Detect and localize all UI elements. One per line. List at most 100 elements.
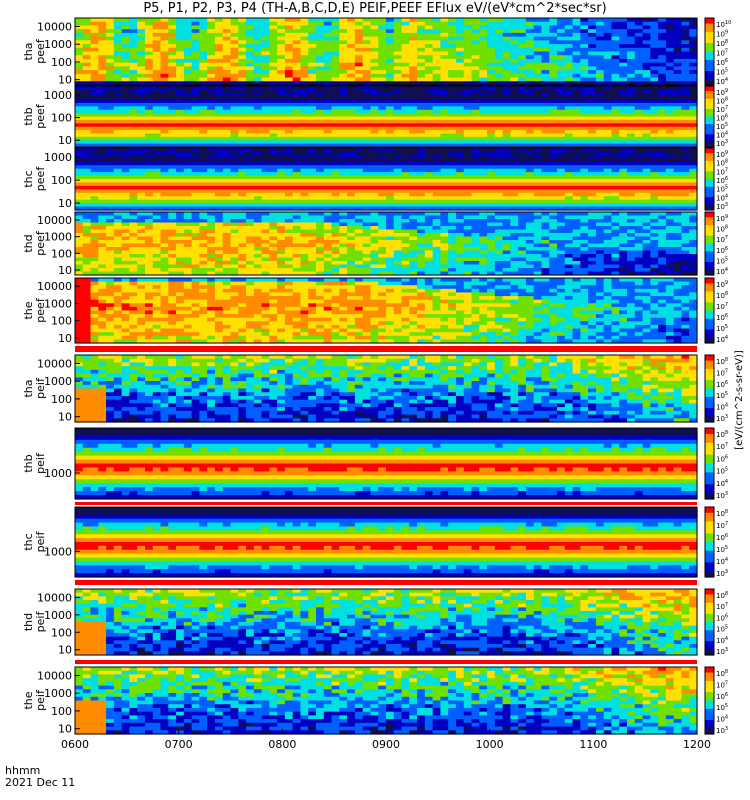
- heatmap-cell: [331, 126, 340, 131]
- heatmap-cell: [588, 62, 597, 67]
- colorbar-tick-label: 106: [716, 58, 728, 67]
- heatmap-cell: [214, 123, 224, 128]
- heatmap-cell: [665, 58, 675, 64]
- heatmap-cell: [238, 261, 247, 266]
- heatmap-cell: [362, 140, 372, 145]
- heatmap-cell: [580, 189, 589, 194]
- heatmap-cell: [75, 119, 84, 124]
- heatmap-cell: [121, 55, 131, 60]
- heatmap-cell: [191, 212, 201, 217]
- heatmap-cell: [580, 29, 589, 34]
- heatmap-cell: [487, 73, 496, 79]
- heatmap-cell: [658, 77, 667, 82]
- heatmap-cell: [541, 182, 550, 187]
- heatmap-cell: [106, 185, 115, 190]
- heatmap-cell: [448, 189, 457, 194]
- heatmap-cell: [90, 233, 99, 238]
- heatmap-cell: [347, 185, 356, 190]
- heatmap-cell: [160, 247, 169, 252]
- heatmap-cell: [152, 29, 162, 34]
- heatmap-cell: [564, 136, 574, 141]
- heatmap-cell: [658, 29, 667, 34]
- heatmap-cell: [253, 89, 263, 94]
- heatmap-cell: [471, 203, 480, 208]
- heatmap-cell: [525, 203, 535, 208]
- heatmap-cell: [90, 123, 99, 128]
- heatmap-cell: [222, 172, 232, 177]
- heatmap-cell: [183, 179, 193, 184]
- heatmap-cell: [386, 154, 395, 159]
- heatmap-cell: [160, 106, 169, 111]
- heatmap-cell: [354, 29, 364, 34]
- heatmap-cell: [557, 116, 566, 121]
- heatmap-cell: [339, 154, 348, 159]
- heatmap-cell: [98, 192, 107, 197]
- heatmap-cell: [510, 119, 519, 124]
- heatmap-cell: [370, 161, 379, 166]
- heatmap-cell: [627, 66, 636, 71]
- heatmap-cell: [199, 106, 208, 111]
- heatmap-cell: [316, 161, 325, 166]
- heatmap-cell: [144, 51, 154, 56]
- heatmap-cell: [183, 185, 193, 190]
- heatmap-cell: [199, 143, 208, 148]
- heatmap-cell: [510, 62, 519, 67]
- heatmap-cell: [432, 130, 442, 135]
- heatmap-cell: [277, 55, 286, 60]
- heatmap-cell: [207, 106, 216, 111]
- heatmap-cell: [634, 70, 644, 75]
- heatmap-cell: [308, 123, 317, 128]
- heatmap-cell: [619, 192, 628, 197]
- heatmap-cell: [595, 92, 605, 97]
- heatmap-cell: [222, 189, 232, 194]
- heatmap-cell: [619, 206, 628, 211]
- heatmap-cell: [634, 96, 644, 101]
- heatmap-cell: [557, 73, 566, 79]
- heatmap-cell: [261, 143, 270, 148]
- heatmap-cell: [463, 109, 473, 114]
- heatmap-cell: [603, 168, 613, 173]
- heatmap-cell: [487, 40, 496, 45]
- heatmap-cell: [595, 70, 605, 75]
- heatmap-cell: [533, 81, 543, 86]
- colorbar-step: [705, 31, 714, 36]
- heatmap-cell: [580, 77, 589, 82]
- heatmap-cell: [121, 229, 131, 234]
- heatmap-cell: [277, 196, 286, 201]
- heatmap-cell: [347, 206, 356, 211]
- heatmap-cell: [152, 250, 162, 255]
- heatmap-cell: [386, 165, 395, 170]
- heatmap-cell: [455, 172, 465, 177]
- heatmap-cell: [557, 182, 566, 187]
- heatmap-cell: [199, 243, 208, 248]
- heatmap-cell: [316, 148, 325, 153]
- heatmap-cell: [246, 99, 255, 104]
- heatmap-cell: [665, 81, 675, 86]
- colorbar-step: [705, 37, 714, 41]
- heatmap-cell: [331, 185, 340, 190]
- heatmap-cell: [689, 126, 698, 131]
- heatmap-cell: [347, 55, 356, 60]
- heatmap-cell: [191, 92, 201, 97]
- heatmap-cell: [642, 136, 651, 141]
- heatmap-cell: [401, 58, 410, 64]
- heatmap-cell: [634, 29, 644, 34]
- heatmap-cell: [463, 119, 473, 124]
- heatmap-cell: [533, 130, 543, 135]
- heatmap-cell: [253, 175, 263, 180]
- heatmap-cell: [183, 161, 193, 166]
- heatmap-cell: [144, 77, 154, 82]
- heatmap-cell: [424, 151, 434, 156]
- heatmap-cell: [113, 240, 123, 245]
- heatmap-cell: [580, 96, 589, 101]
- heatmap-cell: [300, 86, 309, 90]
- heatmap-cell: [533, 175, 543, 180]
- heatmap-cell: [191, 222, 201, 227]
- heatmap-cell: [300, 96, 309, 101]
- heatmap-cell: [98, 47, 107, 53]
- heatmap-cell: [595, 86, 605, 90]
- heatmap-cell: [253, 179, 263, 184]
- heatmap-cell: [541, 116, 550, 121]
- heatmap-cell: [292, 70, 302, 75]
